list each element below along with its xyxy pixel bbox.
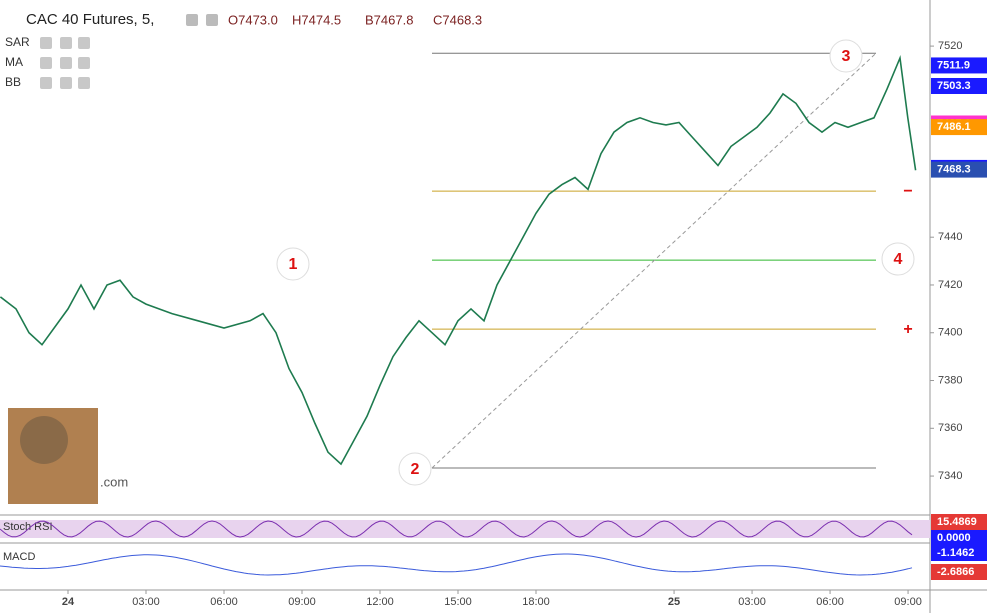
annotation: 2 [411,461,420,478]
indicator-icon [40,57,52,69]
annotation: + [903,321,912,338]
macd-line [0,553,913,576]
indicator-icon [40,77,52,89]
indicator-label: SAR [5,35,30,49]
pane-label-box [931,530,987,546]
price-label-box [931,119,987,136]
y-tick-label: 7340 [938,470,962,482]
annotation-circle [276,247,310,281]
pane-label: Stoch RSI [3,521,53,533]
pane-label: MACD [3,551,35,563]
pane-label-box [931,514,987,530]
annotation: 4 [894,251,903,268]
x-tick-label: 09:00 [894,596,922,608]
pane-label-box [931,545,987,561]
annotation-circle [881,242,915,276]
indicator-icon [78,57,90,69]
trend-line [431,52,877,469]
y-tick-label: 7400 [938,327,962,339]
indicator-icon [60,77,72,89]
x-tick-label: 25 [668,596,680,608]
logo-text: .com [100,474,128,489]
pane-label-box [931,564,987,580]
x-tick-label: 12:00 [366,596,394,608]
price-label: 7503.3 [937,80,971,92]
header-icon [206,14,218,26]
indicator-icon [40,37,52,49]
y-tick-label: 7520 [938,40,962,52]
x-tick-label: 15:00 [444,596,472,608]
price-label: 7486.1 [937,121,971,133]
ohlc-value: H7474.5 [292,12,341,27]
annotation: 1 [289,256,298,273]
pane-value: -2.6866 [937,566,974,578]
y-tick-label: 7380 [938,374,962,386]
logo-rock [20,416,68,464]
indicator-label: MA [5,55,23,69]
indicator-icon [60,57,72,69]
price-label-box [931,161,987,178]
y-tick-label: 7420 [938,279,962,291]
y-tick-label: 7360 [938,422,962,434]
pane-value: 15.4869 [937,516,977,528]
price-label: 7468.3 [937,164,971,176]
x-tick-label: 24 [62,596,75,608]
x-tick-label: 06:00 [816,596,844,608]
stoch-line [0,520,913,538]
x-tick-label: 09:00 [288,596,316,608]
price-label-box [931,77,987,94]
annotation: 3 [842,48,851,65]
stoch-band [0,520,930,538]
x-tick-label: 18:00 [522,596,550,608]
indicator-icon [60,37,72,49]
indicator-icon [78,37,90,49]
indicator-icon [78,77,90,89]
pane-value: 0.0000 [937,532,971,544]
annotation-circle [829,39,863,73]
pane-value: -1.1462 [937,547,974,559]
y-tick-label: 7440 [938,231,962,243]
price-line [0,54,917,466]
price-label-box [931,57,987,74]
ohlc-value: O7473.0 [228,12,278,27]
x-tick-label: 03:00 [738,596,766,608]
annotation-circle [398,452,432,486]
chart-title: CAC 40 Futures, 5, [26,11,154,28]
ohlc-value: B7467.8 [365,12,413,27]
x-tick-label: 03:00 [132,596,160,608]
indicator-label: BB [5,75,21,89]
annotation: − [903,183,912,200]
x-tick-label: 06:00 [210,596,238,608]
logo: .com [8,408,128,504]
price-label: 7511.9 [937,59,970,71]
header-icon [186,14,198,26]
ohlc-value: C7468.3 [433,12,482,27]
